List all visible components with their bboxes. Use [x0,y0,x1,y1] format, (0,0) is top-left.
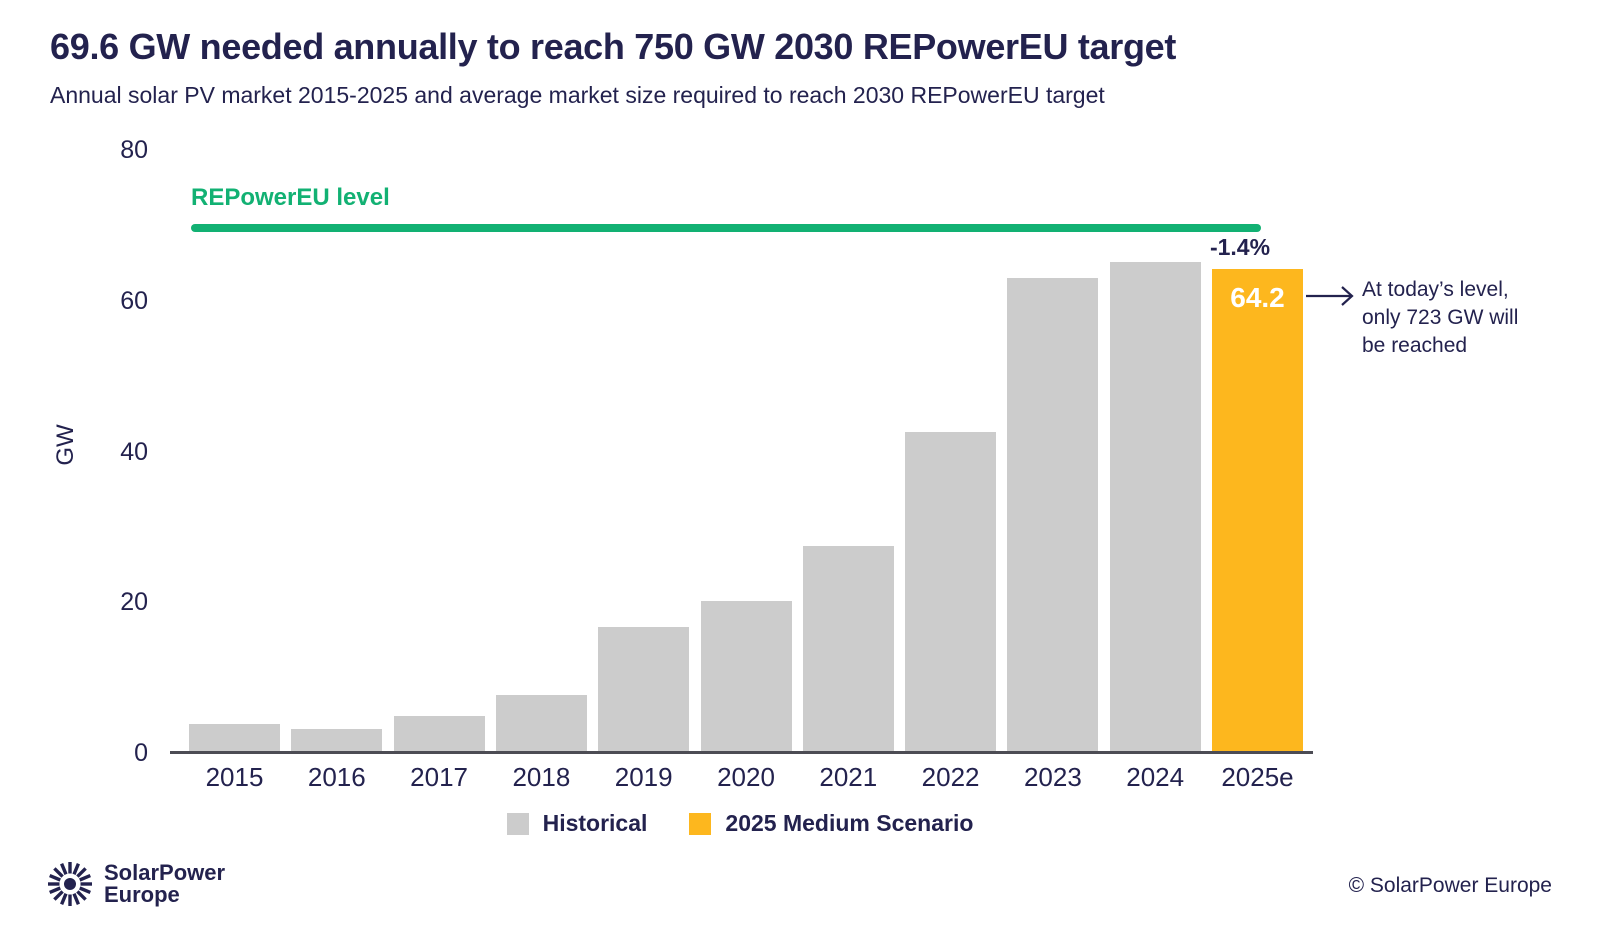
bar-2021 [802,546,894,753]
bar-2024 [1109,262,1201,753]
x-label-2021: 2021 [819,762,878,792]
y-tick-60: 60 [120,286,148,315]
bar-2022 [905,431,997,753]
x-label-2019: 2019 [614,762,673,792]
page-subtitle: Annual solar PV market 2015-2025 and ave… [50,82,1105,108]
bar-2023 [1007,278,1099,753]
reference-line [191,224,1261,232]
y-tick-20: 20 [120,588,148,617]
bar-2025e [1212,269,1303,753]
x-label-2020: 2020 [717,762,775,792]
y-tick-0: 0 [134,739,148,767]
logo-text: SolarPower Europe [104,862,225,906]
logo-text-line1: SolarPower [104,860,226,885]
y-tick-40: 40 [120,437,148,466]
pct-change-label: -1.4% [1209,234,1271,260]
x-label-2025e: 2025e [1221,762,1294,792]
bar-2017 [393,716,485,753]
y-tick-80: 80 [120,136,148,164]
bar-2016 [291,728,383,753]
legend-item: 2025 Medium Scenario [689,810,973,837]
bar-2019 [598,627,690,753]
legend-item: Historical [506,810,648,837]
bar-2020 [700,601,792,753]
solarpower-europe-logo: SolarPower Europe [46,860,225,908]
logo-text-line2: Europe [104,882,180,907]
reference-line-label: REPowerEU level [191,184,390,211]
bar-2015 [189,724,280,753]
x-label-2022: 2022 [921,762,980,792]
copyright-notice: © SolarPower Europe [1348,874,1552,897]
bar-2018 [495,694,587,753]
x-label-2017: 2017 [410,762,469,792]
legend-swatch [689,812,712,835]
x-label-2016: 2016 [307,762,366,792]
legend-label: 2025 Medium Scenario [725,810,974,836]
x-label-2018: 2018 [512,762,571,792]
x-label-2023: 2023 [1023,762,1082,792]
sunburst-icon [48,862,92,906]
legend-swatch [506,812,529,835]
annotation-note: At today’s level, only 723 GW will be re… [1362,278,1519,357]
x-axis-line [170,751,1313,754]
highlight-bar-value: 64.2 [1230,282,1285,313]
x-label-2015: 2015 [205,762,264,792]
chart-legend: Historical 2025 Medium Scenario [170,810,1310,837]
arrow-icon [1306,286,1354,306]
page-title: 69.6 GW needed annually to reach 750 GW … [50,26,1177,67]
x-label-2024: 2024 [1126,762,1185,792]
legend-label: Historical [542,810,648,836]
